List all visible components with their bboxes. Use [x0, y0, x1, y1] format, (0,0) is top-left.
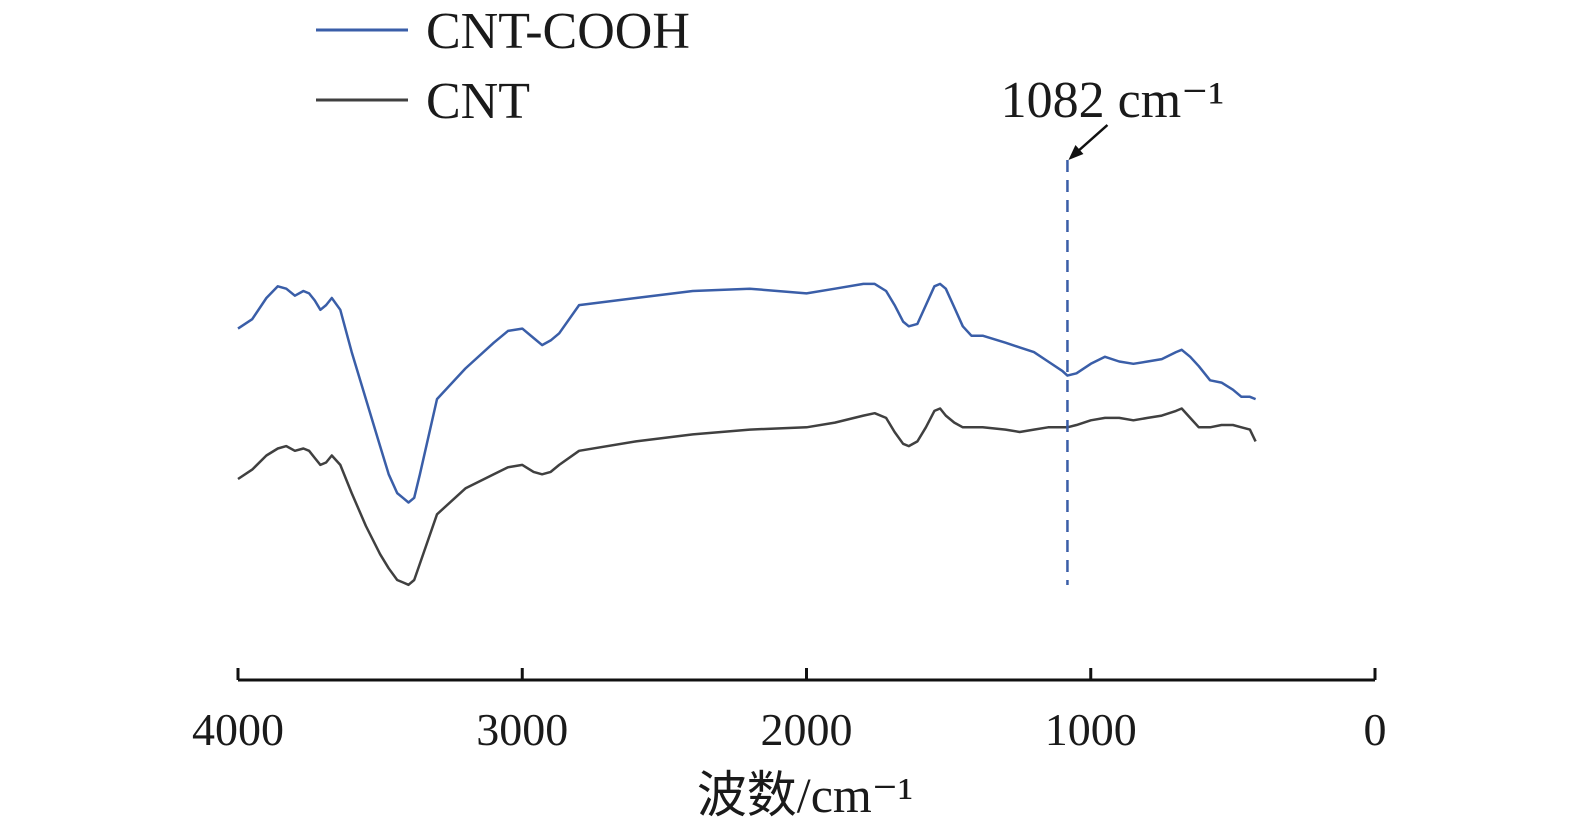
- legend: CNT-COOH CNT: [316, 3, 690, 130]
- x-tick-label-1000: 1000: [1045, 704, 1137, 755]
- series-layer: [237, 282, 1257, 587]
- x-tick-label-0: 0: [1364, 704, 1387, 755]
- x-tick-label-2000: 2000: [761, 704, 853, 755]
- legend-label-cnt-cooh: CNT-COOH: [426, 3, 690, 60]
- series-line-cnt-cooh: [237, 282, 1257, 504]
- x-axis: 4000 3000 2000 1000 0: [192, 668, 1387, 755]
- series-line-cnt: [237, 407, 1257, 587]
- x-axis-label: 波数/cm⁻¹: [697, 767, 913, 823]
- annotation-layer: 1082 cm⁻¹: [1001, 72, 1225, 585]
- annotation-label: 1082 cm⁻¹: [1001, 72, 1225, 129]
- x-tick-label-4000: 4000: [192, 704, 284, 755]
- x-tick-label-3000: 3000: [476, 704, 568, 755]
- legend-label-cnt: CNT: [426, 73, 530, 130]
- annotation-arrow-head: [1068, 145, 1084, 160]
